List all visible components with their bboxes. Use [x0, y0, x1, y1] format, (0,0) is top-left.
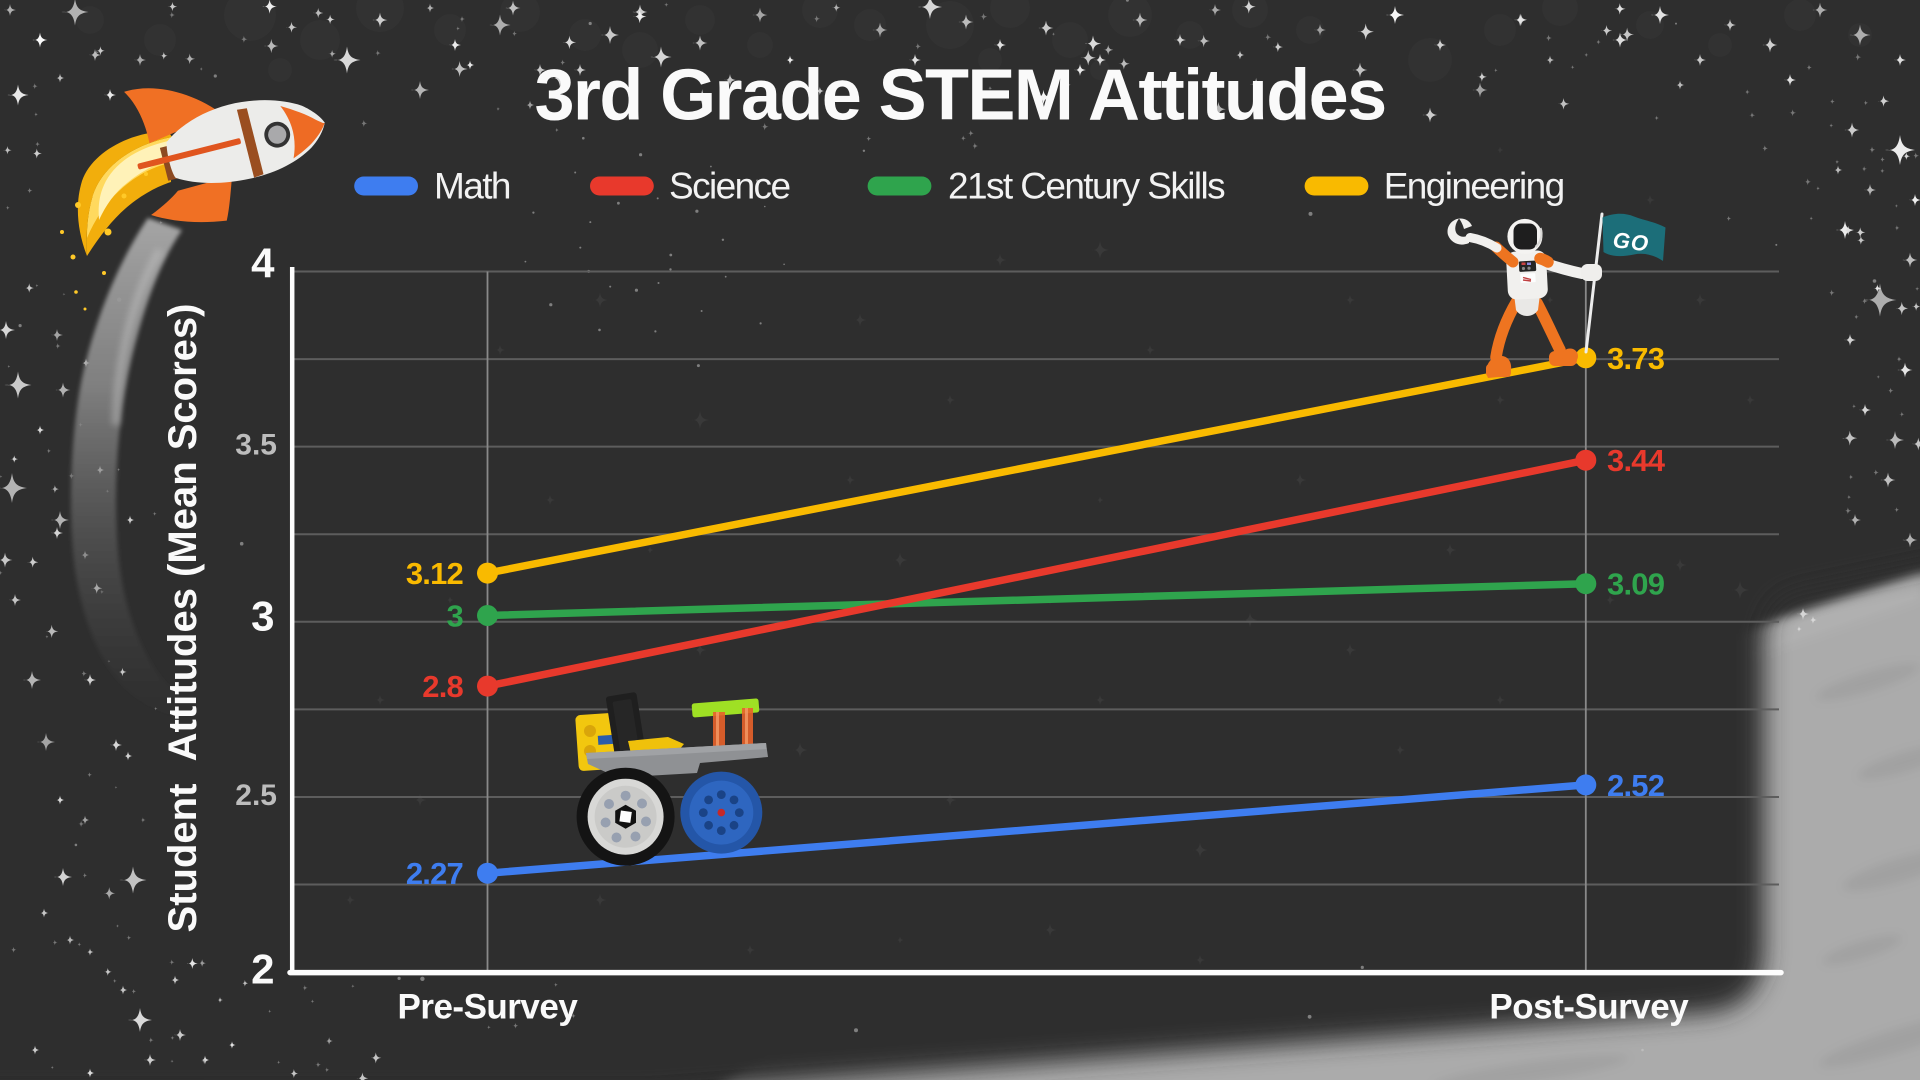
svg-text:Pre-Survey: Pre-Survey — [397, 988, 578, 1027]
svg-text:2.27: 2.27 — [406, 856, 463, 891]
svg-text:Science: Science — [669, 166, 789, 207]
svg-text:4: 4 — [251, 240, 275, 287]
svg-text:3: 3 — [447, 599, 464, 634]
svg-text:GO: GO — [1612, 227, 1651, 256]
svg-text:2.8: 2.8 — [422, 669, 463, 704]
svg-text:2.52: 2.52 — [1607, 768, 1664, 803]
svg-text:3.5: 3.5 — [235, 429, 277, 462]
svg-text:Post-Survey: Post-Survey — [1489, 988, 1689, 1027]
svg-text:3.73: 3.73 — [1607, 341, 1665, 376]
svg-text:3.09: 3.09 — [1607, 567, 1665, 602]
svg-text:3rd Grade STEM Attitudes: 3rd Grade STEM Attitudes — [534, 56, 1385, 136]
svg-text:2.5: 2.5 — [235, 779, 277, 812]
svg-text:21st Century Skills: 21st Century Skills — [948, 166, 1225, 207]
svg-text:Engineering: Engineering — [1384, 166, 1564, 207]
svg-text:2: 2 — [251, 946, 274, 993]
svg-text:Math: Math — [434, 166, 510, 207]
svg-text:Student Attitudes (Mean Score: Student Attitudes (Mean Scores) — [161, 304, 205, 933]
svg-text:3: 3 — [251, 593, 274, 640]
svg-text:3.12: 3.12 — [406, 556, 463, 591]
svg-text:3.44: 3.44 — [1607, 443, 1666, 478]
